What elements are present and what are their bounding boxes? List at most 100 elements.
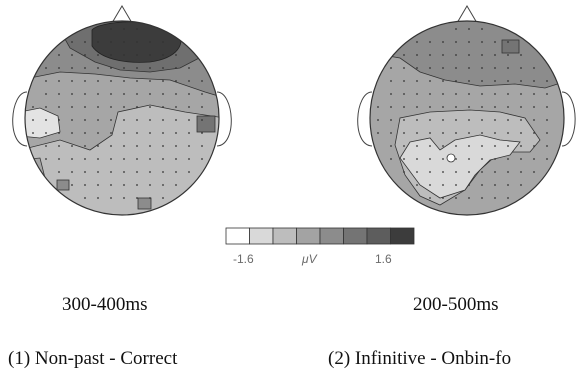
electrode-dot (149, 145, 151, 147)
electrode-dot (481, 132, 483, 134)
electrode-dot (416, 106, 418, 108)
electrode-dot (546, 119, 548, 121)
electrode-dot (84, 197, 86, 199)
electrode-dot (442, 93, 444, 95)
electrode-dot (162, 67, 164, 69)
electrode-dot (58, 80, 60, 82)
electrode-dot (481, 197, 483, 199)
electrode-dot (442, 67, 444, 69)
electrode-dot (110, 145, 112, 147)
electrode-dot (403, 132, 405, 134)
scalp-outline (24, 20, 220, 216)
electrode-dot (45, 119, 47, 121)
electrode-dot (149, 106, 151, 108)
electrode-dot (175, 67, 177, 69)
electrode-dot (390, 119, 392, 121)
electrode-dot (455, 28, 457, 30)
electrode-dot (520, 158, 522, 160)
electrode-dot (533, 145, 535, 147)
electrode-dot (162, 158, 164, 160)
electrode-dot (403, 80, 405, 82)
electrode-dot (403, 106, 405, 108)
electrode-dot (110, 171, 112, 173)
electrode-dot (110, 197, 112, 199)
electrode-dot (175, 171, 177, 173)
electrode-dot (442, 54, 444, 56)
electrode-dot (377, 132, 379, 134)
scale-min-label: -1.6 (233, 252, 254, 266)
electrode-dot (123, 41, 125, 43)
electrode-dot (188, 106, 190, 108)
electrode-dot (494, 119, 496, 121)
electrode-dot (175, 54, 177, 56)
electrode-dot (429, 80, 431, 82)
electrode-dot (546, 106, 548, 108)
electrode-dot (58, 67, 60, 69)
electrode-dot (455, 171, 457, 173)
electrode-dot (429, 67, 431, 69)
electrode-dot (162, 41, 164, 43)
electrode-dot (442, 184, 444, 186)
electrode-dot (84, 145, 86, 147)
electrode-dot (520, 54, 522, 56)
electrode-dot (45, 67, 47, 69)
electrode-dot (175, 158, 177, 160)
electrode-dot (123, 184, 125, 186)
electrode-dot (507, 41, 509, 43)
electrode-dot (136, 93, 138, 95)
potential-region-left-light (25, 107, 61, 139)
time-window-label-1: 300-400ms (62, 294, 148, 315)
left-ear-icon (12, 91, 28, 147)
electrode-dot (507, 106, 509, 108)
electrode-dot (110, 132, 112, 134)
electrode-dot (136, 197, 138, 199)
electrode-dot (429, 184, 431, 186)
electrode-dot (175, 132, 177, 134)
electrode-dot (123, 145, 125, 147)
electrode-dot (533, 80, 535, 82)
electrode-dot (377, 106, 379, 108)
electrode-dot (481, 106, 483, 108)
electrode-dot (188, 93, 190, 95)
electrode-dot (455, 54, 457, 56)
electrode-dot (84, 132, 86, 134)
electrode-dot (58, 145, 60, 147)
head-map-1 (12, 5, 232, 216)
electrode-dot (403, 93, 405, 95)
electrode-dot (110, 158, 112, 160)
electrode-dot (97, 41, 99, 43)
electrode-dot (162, 132, 164, 134)
electrode-dot (71, 67, 73, 69)
electrode-dot (468, 132, 470, 134)
electrode-dot (546, 158, 548, 160)
electrode-dot (84, 158, 86, 160)
electrode-dot (149, 184, 151, 186)
electrode-dot (468, 145, 470, 147)
electrode-dot (416, 158, 418, 160)
electrode-dot (455, 184, 457, 186)
electrode-dot (494, 132, 496, 134)
electrode-dot (188, 158, 190, 160)
electrode-dot (455, 145, 457, 147)
electrode-dot (201, 158, 203, 160)
electrode-dot (429, 41, 431, 43)
electrode-dot (416, 145, 418, 147)
electrode-dot (520, 145, 522, 147)
electrode-dot (136, 41, 138, 43)
scale-step (249, 227, 274, 245)
electrode-dot (494, 54, 496, 56)
electrode-dot (546, 80, 548, 82)
electrode-dot (162, 184, 164, 186)
head-map-2 (357, 5, 576, 216)
electrode-dot (71, 145, 73, 147)
electrode-dot (468, 119, 470, 121)
electrode-dot (162, 54, 164, 56)
electrode-dot (416, 171, 418, 173)
right-ear-icon (216, 91, 232, 147)
electrode-dot (58, 119, 60, 121)
electrode-dot (123, 67, 125, 69)
electrode-dot (429, 197, 431, 199)
electrode-dot (123, 197, 125, 199)
electrode-dot (136, 132, 138, 134)
electrode-dot (149, 93, 151, 95)
